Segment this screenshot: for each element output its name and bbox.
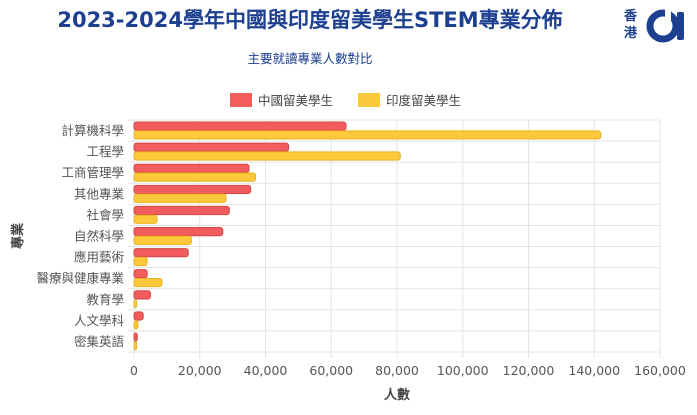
y-tick-label: 教育學 <box>86 292 124 307</box>
y-tick-label: 計算機科學 <box>61 123 124 138</box>
bar <box>133 163 250 173</box>
bar <box>133 205 230 216</box>
bar <box>133 184 252 195</box>
bar <box>133 277 163 288</box>
x-tick-label: 60,000 <box>309 363 353 378</box>
x-tick-label: 80,000 <box>375 363 419 378</box>
bar <box>133 290 151 300</box>
y-tick-label: 工商管理學 <box>61 165 124 180</box>
bar <box>133 193 227 203</box>
bar <box>133 299 138 309</box>
bar <box>133 320 139 330</box>
bar <box>133 142 290 152</box>
legend-swatch <box>230 93 252 107</box>
brand-logo: 香 港 <box>624 8 692 44</box>
bar <box>133 256 148 267</box>
x-tick-label: 20,000 <box>178 363 222 378</box>
y-tick-label: 其他專業 <box>74 186 125 201</box>
bar <box>133 311 144 321</box>
y-tick-label: 工程學 <box>86 144 124 159</box>
y-tick-label: 醫療與健康專業 <box>36 271 124 286</box>
y-tick-label: 社會學 <box>86 207 124 222</box>
y-tick-label: 自然科學 <box>74 229 124 244</box>
y-tick-label: 密集英語 <box>74 334 125 349</box>
bar <box>133 227 224 237</box>
x-axis-title: 人數 <box>384 387 410 403</box>
bar <box>133 130 602 140</box>
legend-label: 印度留美學生 <box>386 93 461 108</box>
logo-mark <box>646 8 684 43</box>
y-axis-title: 專業 <box>10 222 26 249</box>
x-tick-label: 120,000 <box>503 363 555 378</box>
y-tick-label: 應用藝術 <box>74 250 124 265</box>
x-tick-label: 100,000 <box>437 363 489 378</box>
x-tick-label: 40,000 <box>244 363 288 378</box>
logo-char-2: 港 <box>624 26 638 41</box>
bar <box>133 248 189 258</box>
bar <box>133 121 347 131</box>
chart-title: 2023-2024學年中國與印度留美學生STEM專業分佈 <box>57 8 563 32</box>
bar <box>133 269 148 279</box>
x-tick-label: 0 <box>130 363 138 378</box>
bar <box>133 151 401 161</box>
logo-char-1: 香 <box>624 9 638 24</box>
legend-swatch <box>358 93 380 107</box>
x-tick-label: 160,000 <box>634 363 686 378</box>
logo-text: 香 港 <box>624 8 642 42</box>
y-tick-label: 人文學科 <box>74 313 125 328</box>
legend-label: 中國留美學生 <box>258 93 333 108</box>
bar <box>133 341 138 351</box>
x-tick-label: 140,000 <box>568 363 620 378</box>
bar <box>133 214 158 224</box>
chart-subtitle: 主要就讀專業人數對比 <box>247 51 373 66</box>
bar <box>133 172 257 182</box>
bar <box>133 235 193 246</box>
bar <box>133 332 138 342</box>
